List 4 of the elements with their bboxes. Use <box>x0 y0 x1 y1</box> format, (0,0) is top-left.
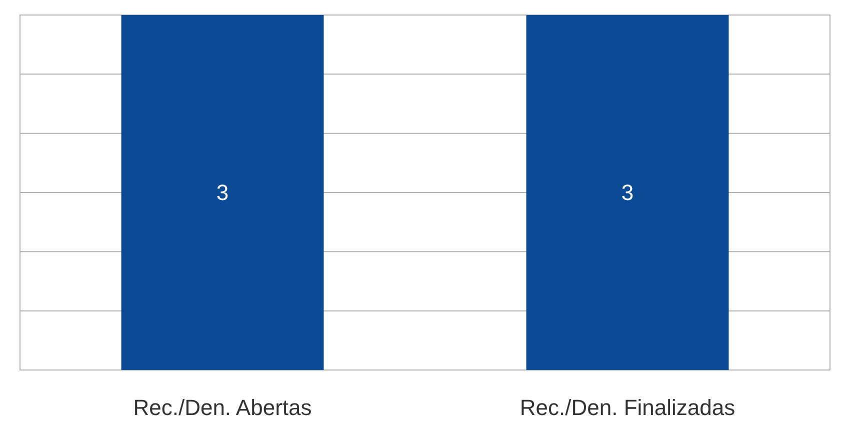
data-label: 3 <box>216 180 229 206</box>
x-tick-label: Rec./Den. Abertas <box>133 395 312 420</box>
x-tick-label: Rec./Den. Finalizadas <box>520 395 736 420</box>
data-label: 3 <box>621 180 634 206</box>
